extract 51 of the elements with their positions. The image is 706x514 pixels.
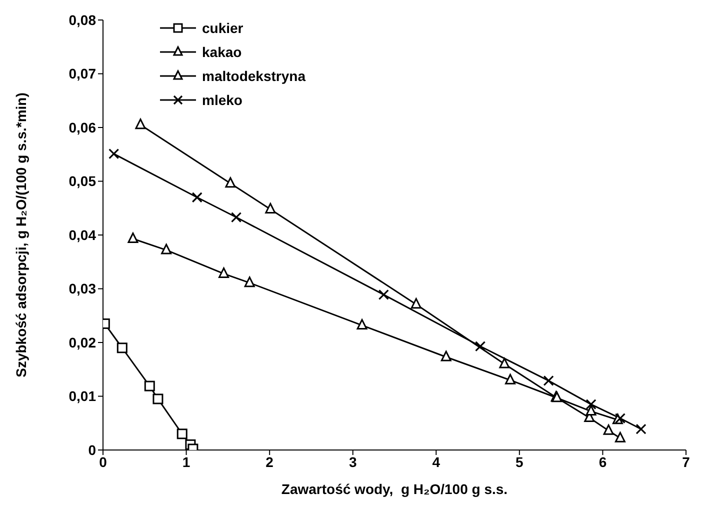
y-tick-label: 0,01 bbox=[68, 388, 96, 404]
legend-label: mleko bbox=[202, 92, 242, 108]
x-tick-label: 5 bbox=[516, 454, 524, 470]
point bbox=[499, 358, 510, 368]
y-tick-label: 0,08 bbox=[68, 12, 96, 28]
y-tick-label: 0,05 bbox=[68, 173, 96, 190]
point bbox=[161, 244, 172, 254]
legend-label: maltodekstryna bbox=[202, 68, 306, 84]
point bbox=[614, 412, 626, 424]
y-tick-label: 0,07 bbox=[68, 66, 96, 82]
x-tick-label: 3 bbox=[348, 454, 357, 470]
point bbox=[378, 289, 389, 300]
y-tick-label: 0,02 bbox=[68, 334, 96, 350]
x-tick-label: 6 bbox=[598, 454, 607, 470]
point bbox=[144, 380, 155, 392]
point bbox=[128, 232, 138, 244]
point bbox=[230, 212, 242, 223]
point bbox=[218, 267, 230, 278]
x-tick-label: 2 bbox=[266, 454, 274, 470]
point bbox=[356, 319, 368, 330]
point bbox=[108, 148, 120, 160]
y-tick-label: 0,04 bbox=[68, 226, 96, 243]
y-tick-label: 0 bbox=[88, 442, 96, 458]
x-axis-title: Zawartość wody, g H₂O/100 g s.s. bbox=[281, 481, 508, 497]
point bbox=[586, 399, 596, 410]
point bbox=[586, 405, 596, 416]
y-tick-label: 0,06 bbox=[68, 119, 96, 136]
point bbox=[505, 374, 516, 384]
legend-label: kakao bbox=[202, 44, 242, 60]
legend-label: cukier bbox=[202, 20, 244, 36]
point bbox=[152, 394, 164, 404]
point bbox=[135, 118, 146, 130]
point bbox=[244, 276, 255, 288]
x-tick-label: 0 bbox=[99, 454, 108, 470]
point bbox=[603, 424, 614, 435]
point bbox=[176, 428, 188, 440]
point bbox=[225, 177, 236, 188]
point bbox=[116, 342, 128, 354]
x-tick-label: 1 bbox=[182, 454, 190, 470]
y-axis-title: Szybkość adsorpcji, g H₂O/(100 g s.s.*min) bbox=[13, 92, 29, 378]
point bbox=[192, 192, 202, 203]
x-tick-label: 4 bbox=[432, 454, 440, 470]
point bbox=[410, 298, 422, 309]
point bbox=[636, 424, 646, 434]
y-tick-label: 0,03 bbox=[68, 280, 96, 297]
x-tick-label: 7 bbox=[682, 454, 690, 470]
point bbox=[440, 350, 452, 362]
point bbox=[265, 202, 276, 214]
point bbox=[474, 340, 486, 352]
point bbox=[614, 432, 626, 442]
point bbox=[543, 375, 554, 386]
